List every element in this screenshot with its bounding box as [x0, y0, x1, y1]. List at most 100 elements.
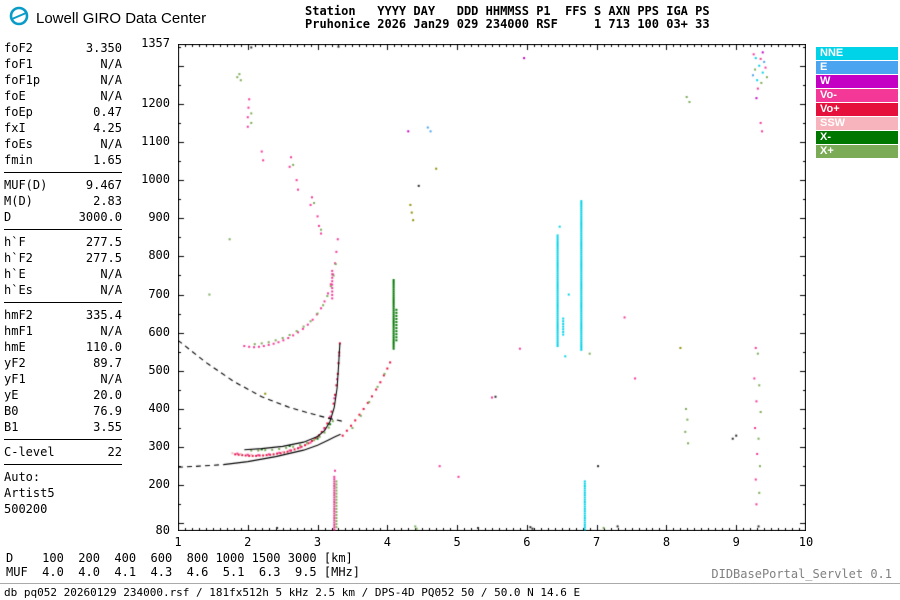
lowell-giro-logo: Lowell GIRO Data Center — [8, 5, 206, 31]
station-header-values: Pruhonice 2026 Jan29 029 234000 RSF 1 71… — [305, 17, 710, 31]
param-row-hmf1: hmF1 N/A — [4, 323, 122, 339]
legend-item-w: W — [816, 75, 898, 88]
auto-label: Auto: — [4, 470, 41, 484]
y-axis-tick-label: 1100 — [141, 134, 170, 148]
distance-row: D 100 200 400 600 800 1000 1500 3000 [km… — [6, 551, 353, 565]
param-row-hme: hmE 110.0 — [4, 339, 122, 355]
param-row-b1: B1 3.55 — [4, 419, 122, 435]
param-label: D — [4, 210, 12, 224]
param-label: yE — [4, 388, 19, 402]
y-axis-tick-label: 1000 — [141, 172, 170, 187]
param-value: 3000.0 — [78, 210, 122, 224]
x-axis-tick-label: 1 — [174, 535, 182, 549]
x-axis-tick-label: 10 — [798, 535, 814, 549]
param-label: hmE — [4, 340, 26, 354]
param-label: B0 — [4, 404, 19, 418]
param-label: fmin — [4, 153, 33, 167]
parameter-group: foF2 3.350 foF1 N/A foF1p N/A foE N/A foEp 0.47 fx… — [4, 40, 122, 173]
status-bar: db pq052 20260129 234000.rsf / 181fx512h… — [4, 586, 581, 599]
y-axis-tick-labels: 80 200 300 400 500 600 700 800 900 1000 1100 1200 13… — [128, 0, 174, 600]
y-axis-tick-label: 600 — [148, 324, 170, 339]
param-row-fof2: foF2 3.350 — [4, 40, 122, 56]
muf-row: MUF 4.0 4.0 4.1 4.3 4.6 5.1 6.3 9.5 [MHz… — [6, 565, 361, 579]
legend-item-ssw: SSW — [816, 117, 898, 130]
param-row-he: h`E N/A — [4, 266, 122, 282]
param-value: 277.5 — [85, 235, 122, 249]
x-axis-tick-labels: 1 2 3 4 5 6 7 8 9 10 — [0, 535, 900, 551]
param-label: foEs — [4, 137, 33, 151]
y-axis-tick-label: 300 — [148, 439, 170, 454]
param-label: M(D) — [4, 194, 33, 208]
logo-text: Lowell GIRO Data Center — [36, 9, 207, 27]
legend-item-x-: X- — [816, 131, 898, 144]
param-row-d: D 3000.0 — [4, 209, 122, 225]
y-axis-tick-label: 80 — [155, 523, 170, 537]
param-value: 4.25 — [93, 121, 122, 135]
param-row-mufd: MUF(D) 9.467 — [4, 177, 122, 193]
param-row-foe: foE N/A — [4, 88, 122, 104]
param-row-hes: h`Es N/A — [4, 282, 122, 298]
x-axis-tick-label: 5 — [453, 535, 461, 549]
legend-item-vo-: Vo- — [816, 89, 898, 102]
param-row-hf: h`F 277.5 — [4, 234, 122, 250]
param-label: hmF2 — [4, 308, 33, 322]
param-value: N/A — [100, 57, 122, 71]
y-axis-tick-label: 400 — [148, 400, 170, 415]
param-value: 1.65 — [93, 153, 122, 167]
legend-item-vo-: Vo+ — [816, 103, 898, 116]
legend-item-nne: NNE — [816, 47, 898, 60]
param-value: 2.83 — [93, 194, 122, 208]
param-label: foF2 — [4, 41, 33, 55]
param-label: h`F — [4, 235, 26, 249]
param-label: yF2 — [4, 356, 26, 370]
param-label: foF1 — [4, 57, 33, 71]
echo-direction-legend: NNE E W Vo- Vo+ SSW X- X+ — [816, 47, 898, 159]
param-value: 3.55 — [93, 420, 122, 434]
param-label: MUF(D) — [4, 178, 48, 192]
param-row-yf1: yF1 N/A — [4, 371, 122, 387]
param-label: yF1 — [4, 372, 26, 386]
param-value: N/A — [100, 324, 122, 338]
param-value: 277.5 — [85, 251, 122, 265]
param-row-fof1p: foF1p N/A — [4, 72, 122, 88]
y-axis-tick-label: 1357 — [141, 36, 170, 50]
param-label: h`F2 — [4, 251, 33, 265]
param-row-fof1: foF1 N/A — [4, 56, 122, 72]
giro-globe-icon — [8, 5, 30, 31]
param-label: B1 — [4, 420, 19, 434]
x-axis-tick-label: 9 — [732, 535, 740, 549]
auto-scaler-line: 500200 — [4, 502, 48, 516]
param-label: foF1p — [4, 73, 41, 87]
x-axis-tick-label: 2 — [244, 535, 252, 549]
param-value: 335.4 — [85, 308, 122, 322]
parameter-group: MUF(D) 9.467 M(D) 2.83 D 3000.0 — [4, 177, 122, 230]
x-axis-tick-label: 4 — [383, 535, 391, 549]
x-axis-tick-label: 8 — [662, 535, 671, 549]
param-row-yf2: yF2 89.7 — [4, 355, 122, 371]
param-row-hf2: h`F2 277.5 — [4, 250, 122, 266]
param-row-b0: B0 76.9 — [4, 403, 122, 419]
param-value: N/A — [100, 283, 122, 297]
param-label: foEp — [4, 105, 33, 119]
y-axis-tick-label: 700 — [148, 286, 170, 301]
param-row-clevel: C-level 22 — [4, 444, 122, 460]
param-value: N/A — [100, 73, 122, 87]
parameter-group: C-level 22 — [4, 444, 122, 465]
param-label: h`Es — [4, 283, 33, 297]
param-value: 76.9 — [93, 404, 122, 418]
param-value: 9.467 — [85, 178, 122, 192]
y-axis-tick-label: 200 — [148, 477, 170, 492]
x-axis-tick-label: 7 — [593, 535, 601, 549]
footer-divider — [0, 583, 900, 584]
muf-distance-table: D 100 200 400 600 800 1000 1500 3000 [km… — [6, 551, 360, 579]
y-axis-tick-label: 900 — [148, 210, 170, 225]
legend-item-x-: X+ — [816, 145, 898, 158]
param-value: N/A — [100, 89, 122, 103]
param-value: 22 — [107, 445, 122, 459]
param-value: 3.350 — [85, 41, 122, 55]
param-label: C-level — [4, 445, 55, 459]
param-value: N/A — [100, 137, 122, 151]
servlet-version-label: DIDBasePortal_Servlet 0.1 — [711, 567, 892, 581]
legend-item-e: E — [816, 61, 898, 74]
